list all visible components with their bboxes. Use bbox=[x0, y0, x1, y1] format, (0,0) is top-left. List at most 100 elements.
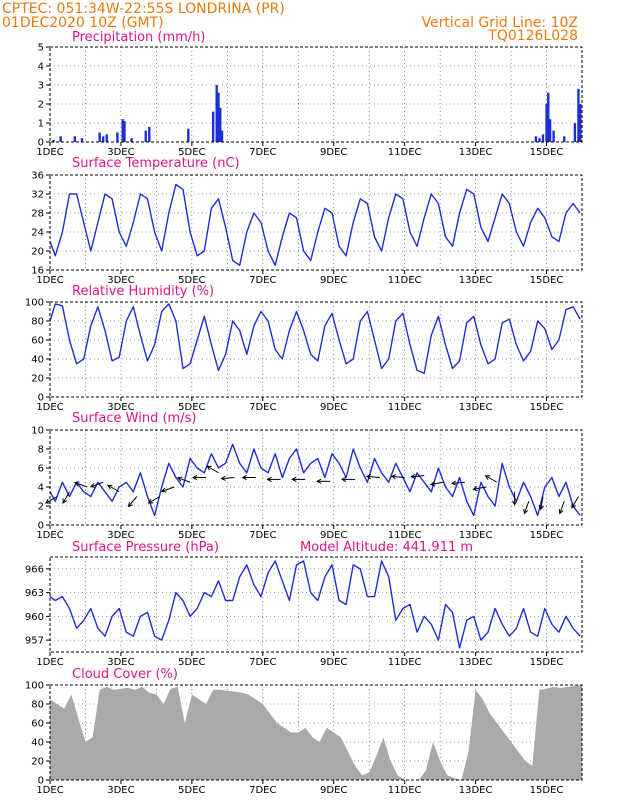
temperature-panel: Surface Temperature (nC) 16 20 24 28 32 36 1DE… bbox=[31, 156, 583, 286]
header-grid-note: Vertical Grid Line: 10Z bbox=[422, 15, 578, 31]
temperature-title: Surface Temperature (nC) bbox=[72, 156, 240, 171]
wind-arrow-head bbox=[484, 475, 491, 480]
y-tick-label: 3 bbox=[38, 81, 44, 92]
precip-bar bbox=[102, 136, 105, 142]
y-tick-label: 0 bbox=[38, 521, 44, 532]
model-altitude-label: Model Altitude: 441.911 m bbox=[300, 540, 473, 555]
y-tick-label: 10 bbox=[31, 426, 44, 437]
y-tick-label: 20 bbox=[31, 374, 44, 385]
wind-arrow bbox=[74, 482, 88, 488]
wind-arrow-head bbox=[127, 501, 133, 508]
panel-frame bbox=[49, 174, 583, 271]
y-tick-label: 4 bbox=[38, 62, 44, 73]
date-label: 3DEC bbox=[107, 275, 134, 286]
precip-bar bbox=[130, 138, 133, 142]
y-tick-label: 963 bbox=[25, 588, 44, 599]
wind-arrow bbox=[571, 496, 579, 509]
panel-frame bbox=[49, 429, 583, 526]
wind-arrow-head bbox=[316, 478, 322, 484]
precip-bar bbox=[534, 136, 538, 142]
wind-arrow bbox=[90, 481, 104, 488]
precip-bar bbox=[545, 104, 548, 142]
y-tick-label: 100 bbox=[25, 298, 44, 309]
date-label: 5DEC bbox=[178, 785, 205, 796]
precip-bar bbox=[217, 92, 220, 142]
precip-bar bbox=[116, 132, 119, 142]
date-label: 3DEC bbox=[107, 402, 134, 413]
wind-arrow-head bbox=[192, 474, 198, 481]
panel-frame bbox=[49, 46, 583, 143]
precipitation-panel: Precipitation (mm/h) 0 1 2 3 4 5 1DEC 3DEC 5DEC 7… bbox=[36, 30, 583, 158]
precip-bar bbox=[577, 88, 580, 142]
precip-bar bbox=[144, 130, 147, 142]
wind-arrow-head bbox=[538, 504, 544, 511]
y-tick-label: 0 bbox=[38, 138, 44, 149]
series-line bbox=[49, 303, 581, 374]
y-tick-label: 966 bbox=[25, 564, 44, 575]
series-line bbox=[49, 560, 581, 649]
wind-arrow-head bbox=[266, 476, 272, 482]
date-label: 5DEC bbox=[178, 147, 205, 158]
date-label: 9DEC bbox=[320, 785, 347, 796]
date-label: 7DEC bbox=[249, 657, 276, 668]
y-tick-label: 60 bbox=[31, 336, 44, 347]
y-tick-label: 16 bbox=[31, 266, 44, 277]
wind-arrow bbox=[148, 496, 161, 504]
date-label: 3DEC bbox=[107, 530, 134, 541]
wind-arrow bbox=[177, 477, 191, 483]
wind-arrow-head bbox=[571, 503, 577, 509]
wind-arrow-head bbox=[206, 465, 212, 471]
precip-bar bbox=[220, 130, 224, 142]
precip-bar bbox=[123, 121, 126, 142]
date-label: 11DEC bbox=[388, 657, 422, 668]
y-tick-label: 6 bbox=[38, 464, 44, 475]
y-tick-label: 80 bbox=[31, 700, 44, 711]
date-label: 9DEC bbox=[320, 402, 347, 413]
date-label: 15DEC bbox=[530, 657, 564, 668]
date-label: 11DEC bbox=[388, 530, 422, 541]
wind-arrow-head bbox=[512, 500, 518, 506]
y-tick-label: 0 bbox=[38, 776, 44, 787]
cloud-cover-title: Cloud Cover (%) bbox=[72, 667, 178, 682]
date-label: 7DEC bbox=[249, 402, 276, 413]
date-label: 13DEC bbox=[459, 275, 493, 286]
y-tick-label: 20 bbox=[31, 247, 44, 258]
date-label: 13DEC bbox=[459, 402, 493, 413]
date-label: 13DEC bbox=[459, 657, 493, 668]
wind-arrow bbox=[485, 475, 498, 483]
date-label: 1DEC bbox=[36, 530, 63, 541]
wind-arrow bbox=[473, 486, 487, 490]
date-label: 7DEC bbox=[249, 530, 276, 541]
precip-bar bbox=[80, 138, 84, 142]
y-tick-label: 100 bbox=[25, 681, 44, 692]
precip-bar bbox=[548, 119, 552, 142]
wind-arrow-head bbox=[390, 474, 397, 480]
precip-bar bbox=[59, 136, 62, 142]
precip-bar bbox=[105, 134, 108, 142]
cloud-cover-panel: Cloud Cover (%) 0 20 40 60 80 100 1DEC 3DEC 5DEC… bbox=[25, 667, 583, 796]
y-tick-label: 2 bbox=[38, 100, 44, 111]
date-label: 11DEC bbox=[388, 275, 422, 286]
y-tick-label: 40 bbox=[31, 738, 44, 749]
wind-title: Surface Wind (m/s) bbox=[72, 411, 196, 426]
date-label: 9DEC bbox=[320, 275, 347, 286]
y-tick-label: 2 bbox=[38, 502, 44, 513]
precip-bar bbox=[563, 136, 566, 142]
wind-arrow-head bbox=[450, 480, 457, 486]
date-label: 5DEC bbox=[178, 657, 205, 668]
wind-arrow bbox=[206, 465, 219, 474]
wind-arrow bbox=[221, 477, 235, 480]
y-tick-label: 60 bbox=[31, 719, 44, 730]
date-label: 5DEC bbox=[178, 402, 205, 413]
y-tick-label: 1 bbox=[38, 119, 44, 130]
date-label: 9DEC bbox=[320, 657, 347, 668]
date-label: 7DEC bbox=[249, 275, 276, 286]
date-label: 9DEC bbox=[320, 147, 347, 158]
date-label: 9DEC bbox=[320, 530, 347, 541]
y-tick-label: 20 bbox=[31, 757, 44, 768]
wind-arrow bbox=[161, 486, 175, 492]
wind-arrow-head bbox=[523, 508, 529, 515]
date-label: 3DEC bbox=[107, 657, 134, 668]
header-run-time: 01DEC2020 10Z (GMT) bbox=[2, 15, 164, 31]
pressure-title: Surface Pressure (hPa) bbox=[72, 540, 219, 555]
